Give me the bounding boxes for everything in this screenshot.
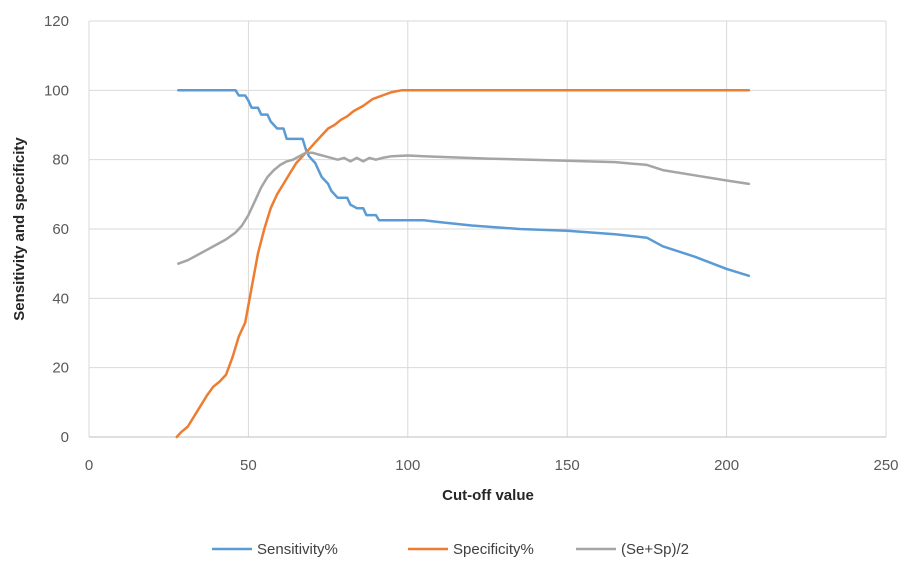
series-lines <box>175 89 751 439</box>
series-line-1 <box>175 89 751 439</box>
y-tick-label: 120 <box>44 13 69 30</box>
legend-label-0: Sensitivity% <box>257 541 338 558</box>
x-tick-label: 50 <box>240 457 257 474</box>
x-tick-label: 250 <box>873 457 898 474</box>
x-tick-label: 150 <box>555 457 580 474</box>
y-tick-label: 60 <box>52 221 69 238</box>
y-tick-label: 0 <box>61 429 69 446</box>
y-tick-label: 80 <box>52 152 69 169</box>
legend-label-2: (Se+Sp)/2 <box>621 541 689 558</box>
x-tick-label: 0 <box>85 457 93 474</box>
y-tick-label: 20 <box>52 360 69 377</box>
series-line-2 <box>177 151 751 265</box>
legend: Sensitivity% Specificity% (Se+Sp)/2 <box>212 541 689 558</box>
x-tick-label: 100 <box>395 457 420 474</box>
series-line-0 <box>177 89 751 278</box>
x-tick-label: 200 <box>714 457 739 474</box>
y-axis-title: Sensitivity and specificity <box>11 137 28 321</box>
tick-labels: 0 20 40 60 80 100 120 0 50 100 150 200 250 <box>44 13 899 474</box>
x-axis-title: Cut-off value <box>442 487 534 504</box>
y-tick-label: 40 <box>52 290 69 307</box>
legend-label-1: Specificity% <box>453 541 534 558</box>
gridlines <box>88 20 887 437</box>
y-tick-label: 100 <box>44 82 69 99</box>
